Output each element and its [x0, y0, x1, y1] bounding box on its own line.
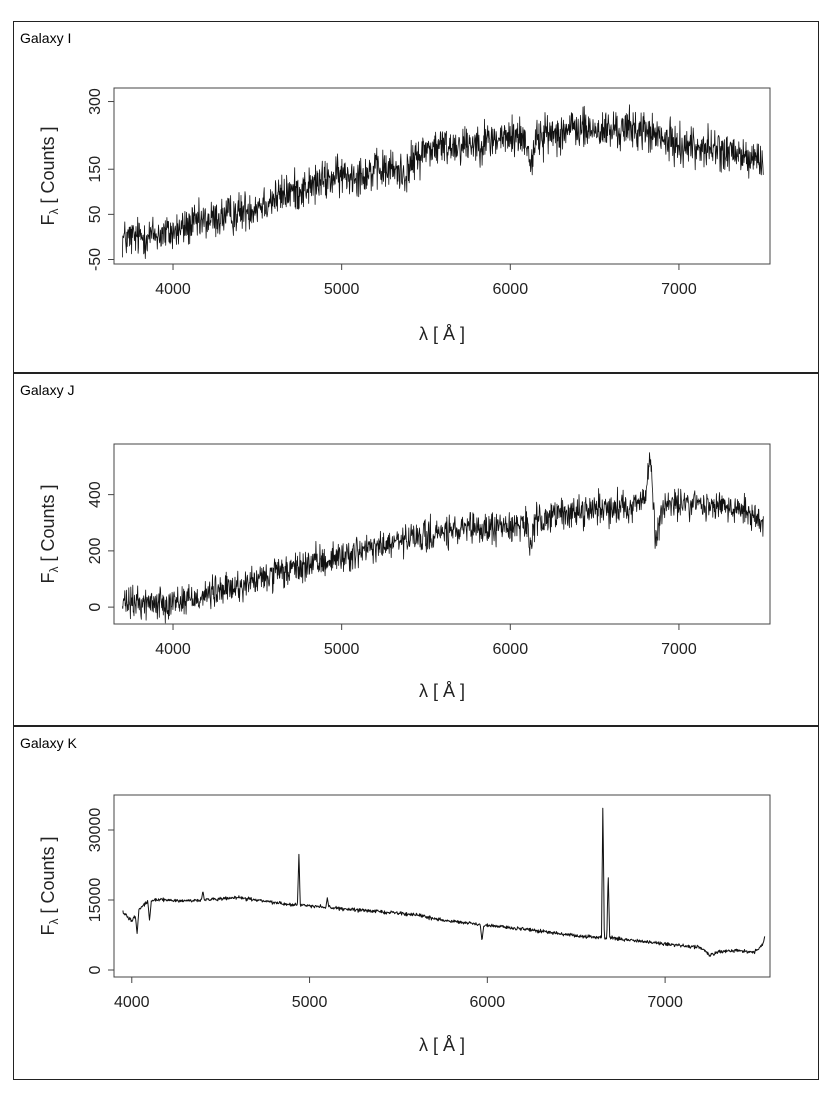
spectrum-series [122, 452, 764, 624]
y-tick-label: 30000 [87, 808, 104, 853]
panel-title: Galaxy K [20, 735, 77, 751]
plot-frame [113, 87, 771, 265]
y-tick-label: 400 [87, 481, 104, 508]
y-tick-label: 300 [87, 88, 104, 115]
y-tick-label: 150 [87, 156, 104, 183]
spectrum-chart-galaxy-j: 4000 5000 6000 7000 0 200 400 λ [ Å ] Fλ [ Count… [38, 443, 771, 701]
panel-galaxy-i: Galaxy I 4000 5000 6000 7000 -50 50 150 300 λ [ … [13, 21, 819, 373]
x-tick-label: 6000 [493, 281, 529, 298]
panel-galaxy-k: Galaxy K 4000 5000 6000 7000 0 15000 30000 λ [ … [13, 726, 819, 1080]
y-axis-label: Fλ [ Counts ] [38, 484, 61, 583]
y-tick-label: 0 [87, 965, 104, 974]
y-axis-label: Fλ [ Counts ] [38, 836, 61, 935]
spectrum-series [122, 807, 766, 957]
spectrum-series [122, 104, 764, 260]
y-tick-label: 200 [87, 537, 104, 564]
y-tick-label: 50 [87, 205, 104, 223]
spectrum-chart-galaxy-i: 4000 5000 6000 7000 -50 50 150 300 λ [ Å ] Fλ [ C… [38, 87, 771, 344]
x-tick-label: 7000 [647, 994, 683, 1011]
y-axis-label: Fλ [ Counts ] [38, 126, 61, 225]
panel-title: Galaxy J [20, 382, 75, 398]
plot-frame [113, 794, 771, 978]
plot-frame [113, 443, 771, 625]
x-tick-label: 6000 [470, 994, 506, 1011]
x-axis-label: λ [ Å ] [419, 324, 465, 344]
x-tick-label: 7000 [661, 641, 697, 658]
x-tick-label: 5000 [292, 994, 328, 1011]
x-tick-label: 4000 [155, 281, 191, 298]
y-tick-label: 0 [87, 603, 104, 612]
spectrum-chart-galaxy-k: 4000 5000 6000 7000 0 15000 30000 λ [ Å ] Fλ [ C… [38, 794, 771, 1055]
x-tick-label: 4000 [114, 994, 150, 1011]
x-tick-label: 7000 [661, 281, 697, 298]
panel-title: Galaxy I [20, 30, 72, 46]
y-tick-label: 15000 [87, 878, 104, 923]
x-axis-label: λ [ Å ] [419, 681, 465, 701]
x-axis-label: λ [ Å ] [419, 1035, 465, 1055]
x-tick-label: 5000 [324, 281, 360, 298]
x-tick-label: 6000 [493, 641, 529, 658]
x-tick-label: 4000 [155, 641, 191, 658]
y-tick-label: -50 [87, 248, 104, 271]
panel-galaxy-j: Galaxy J 4000 5000 6000 7000 0 200 400 λ [ Å ] F… [13, 373, 819, 726]
x-tick-label: 5000 [324, 641, 360, 658]
